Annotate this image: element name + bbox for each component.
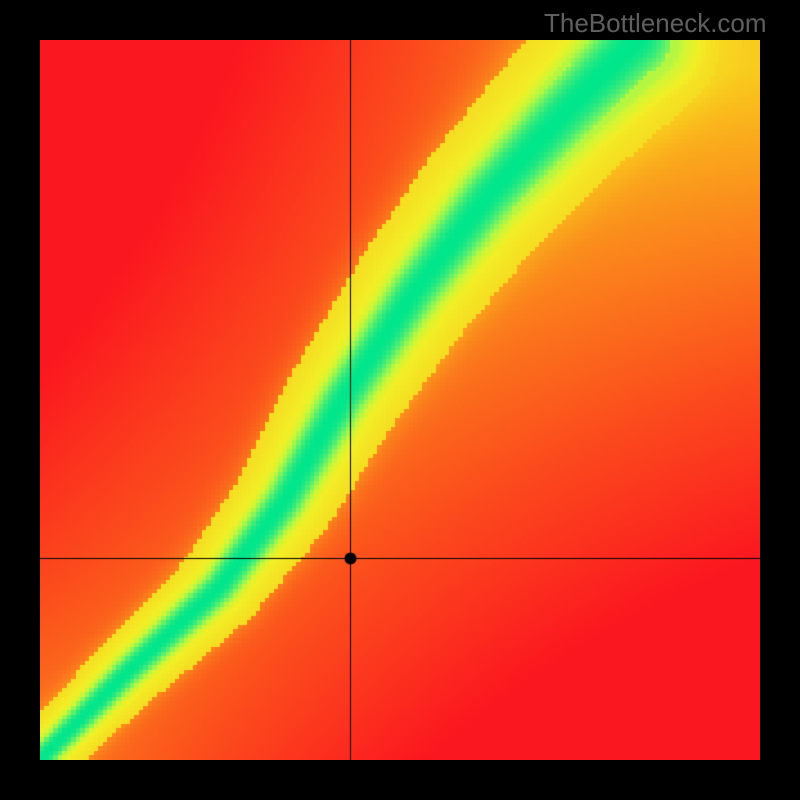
heatmap-canvas — [40, 40, 760, 760]
watermark-text: TheBottleneck.com — [544, 8, 767, 39]
chart-frame: TheBottleneck.com — [0, 0, 800, 800]
heatmap-plot — [40, 40, 760, 760]
